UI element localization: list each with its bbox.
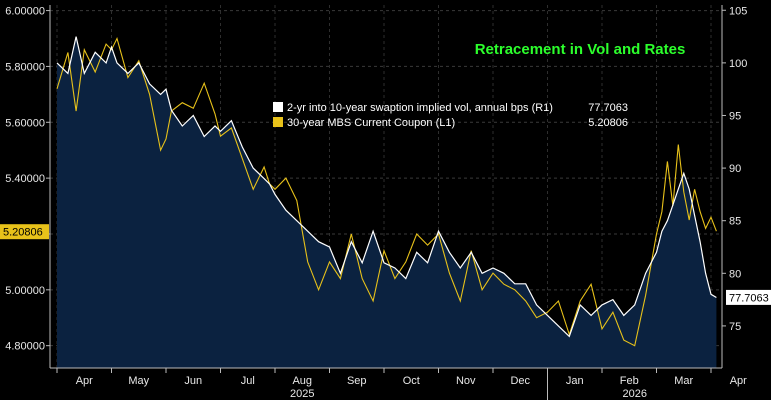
x-tick-label-2: Jun [184, 375, 202, 387]
left-tick-label-4: 5.60000 [5, 117, 45, 129]
x-tick-label-1: May [128, 375, 149, 387]
right-tick-label-6: 105 [729, 5, 747, 17]
left-tick-label-1: 5.00000 [5, 285, 45, 297]
x-axis-ticks: Apr May Jun Jul Aug Sep Oct Nov Dec Jan Feb Mar Apr 2… [56, 368, 747, 400]
x-tick-label-8: Dec [510, 375, 530, 387]
badge-vol-bg [726, 289, 771, 305]
mbs-series-line [56, 36, 717, 347]
badge-mbs-bg [0, 224, 49, 240]
right-tick-label-1: 80 [729, 268, 741, 280]
right-tick-label-3: 90 [729, 163, 741, 175]
vol-series-line [56, 36, 717, 338]
legend-swatch-mbs [273, 117, 283, 127]
x-tick-label-6: Oct [403, 375, 420, 387]
last-value-badge-mbs: 5.20806 [0, 224, 49, 240]
year-label-0: 2025 [290, 388, 314, 400]
x-tick-label-5: Sep [347, 375, 367, 387]
x-tick-label-4: Aug [292, 375, 312, 387]
x-tick-label-0: Apr [76, 375, 93, 387]
x-tick-label-12: Apr [730, 375, 747, 387]
right-tick-label-0: 75 [729, 321, 741, 333]
right-tick-label-2: 85 [729, 216, 741, 228]
vol-area-fill [57, 36, 717, 368]
legend-label-vol: 2-yr into 10-year swaption implied vol, … [287, 102, 553, 114]
right-tick-label-5: 100 [729, 58, 747, 70]
legend-swatch-vol [273, 102, 283, 112]
x-tick-label-10: Feb [620, 375, 639, 387]
x-tick-label-9: Jan [566, 375, 584, 387]
right-axis-ticks: 75 80 85 90 95 100 105 [722, 5, 747, 333]
legend-value-vol: 77.7063 [588, 102, 628, 114]
legend: 2-yr into 10-year swaption implied vol, … [273, 102, 628, 129]
x-tick-label-7: Nov [456, 375, 476, 387]
last-value-badge-vol: 77.7063 [726, 289, 771, 305]
right-tick-label-4: 95 [729, 110, 741, 122]
left-tick-label-0: 4.80000 [5, 341, 45, 353]
legend-value-mbs: 5.20806 [588, 117, 628, 129]
legend-label-mbs: 30-year MBS Current Coupon (L1) [287, 117, 455, 129]
badge-mbs-text: 5.20806 [3, 227, 43, 239]
x-tick-label-11: Mar [674, 375, 693, 387]
left-tick-label-6: 6.00000 [5, 6, 45, 18]
badge-vol-text: 77.7063 [729, 292, 769, 304]
left-tick-label-3: 5.40000 [5, 173, 45, 185]
chart-title: Retracement in Vol and Rates [475, 41, 686, 58]
left-tick-label-5: 5.80000 [5, 61, 45, 73]
x-tick-label-3: Jul [241, 375, 255, 387]
year-label-1: 2026 [623, 388, 647, 400]
